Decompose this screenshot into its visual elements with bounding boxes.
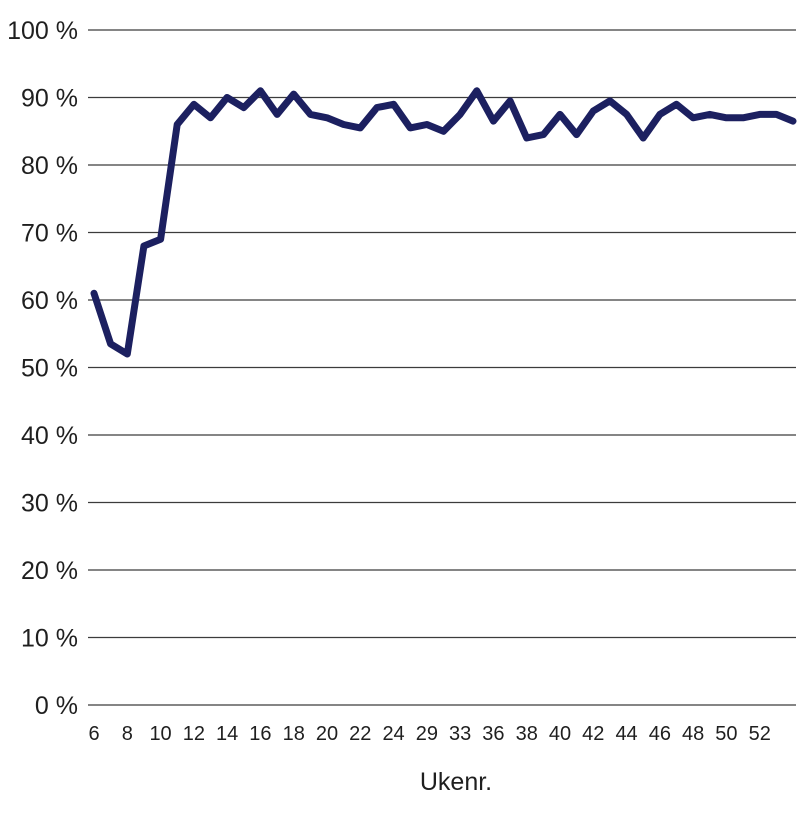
x-tick-label: 44: [615, 723, 637, 745]
series-line: [90, 87, 797, 358]
series-layer: [90, 87, 797, 358]
x-tick-label: 50: [715, 723, 737, 745]
x-tick-label: 22: [349, 723, 371, 745]
y-tick-label: 60 %: [21, 287, 78, 315]
x-tick-label: 33: [449, 723, 471, 745]
x-tick-label: 38: [516, 723, 538, 745]
x-tick-label: 6: [88, 723, 99, 745]
x-tick-label: 52: [749, 723, 771, 745]
x-tick-label: 12: [183, 723, 205, 745]
y-axis-ticks: 0 % 10 % 20 % 30 % 40 % 50 % 60 % 70 % 80 % 90 % 1…: [7, 17, 78, 720]
y-tick-label: 10 %: [21, 625, 78, 653]
x-tick-label: 42: [582, 723, 604, 745]
x-tick-label: 14: [216, 723, 238, 745]
y-tick-label: 100 %: [7, 17, 78, 45]
y-tick-label: 50 %: [21, 355, 78, 383]
x-tick-label: 20: [316, 723, 338, 745]
x-axis-label: Ukenr.: [420, 768, 492, 796]
y-tick-label: 20 %: [21, 557, 78, 585]
x-tick-label: 18: [283, 723, 305, 745]
x-axis-ticks: 6 8 10 12 14 16 18 20 22 24 29 33 36 38 40 42 44 46 48 50 52: [88, 723, 770, 745]
gridlines: [88, 29, 796, 706]
y-tick-label: 40 %: [21, 422, 78, 450]
y-tick-label: 70 %: [21, 220, 78, 248]
y-tick-label: 90 %: [21, 85, 78, 113]
x-tick-label: 36: [482, 723, 504, 745]
y-tick-label: 80 %: [21, 152, 78, 180]
x-tick-label: 46: [649, 723, 671, 745]
x-tick-label: 29: [416, 723, 438, 745]
x-tick-label: 16: [249, 723, 271, 745]
x-tick-label: 8: [122, 723, 133, 745]
x-tick-label: 48: [682, 723, 704, 745]
y-tick-label: 30 %: [21, 490, 78, 518]
x-tick-label: 40: [549, 723, 571, 745]
y-tick-label: 0 %: [35, 692, 78, 720]
x-tick-label: 10: [149, 723, 171, 745]
x-tick-label: 24: [382, 723, 404, 745]
